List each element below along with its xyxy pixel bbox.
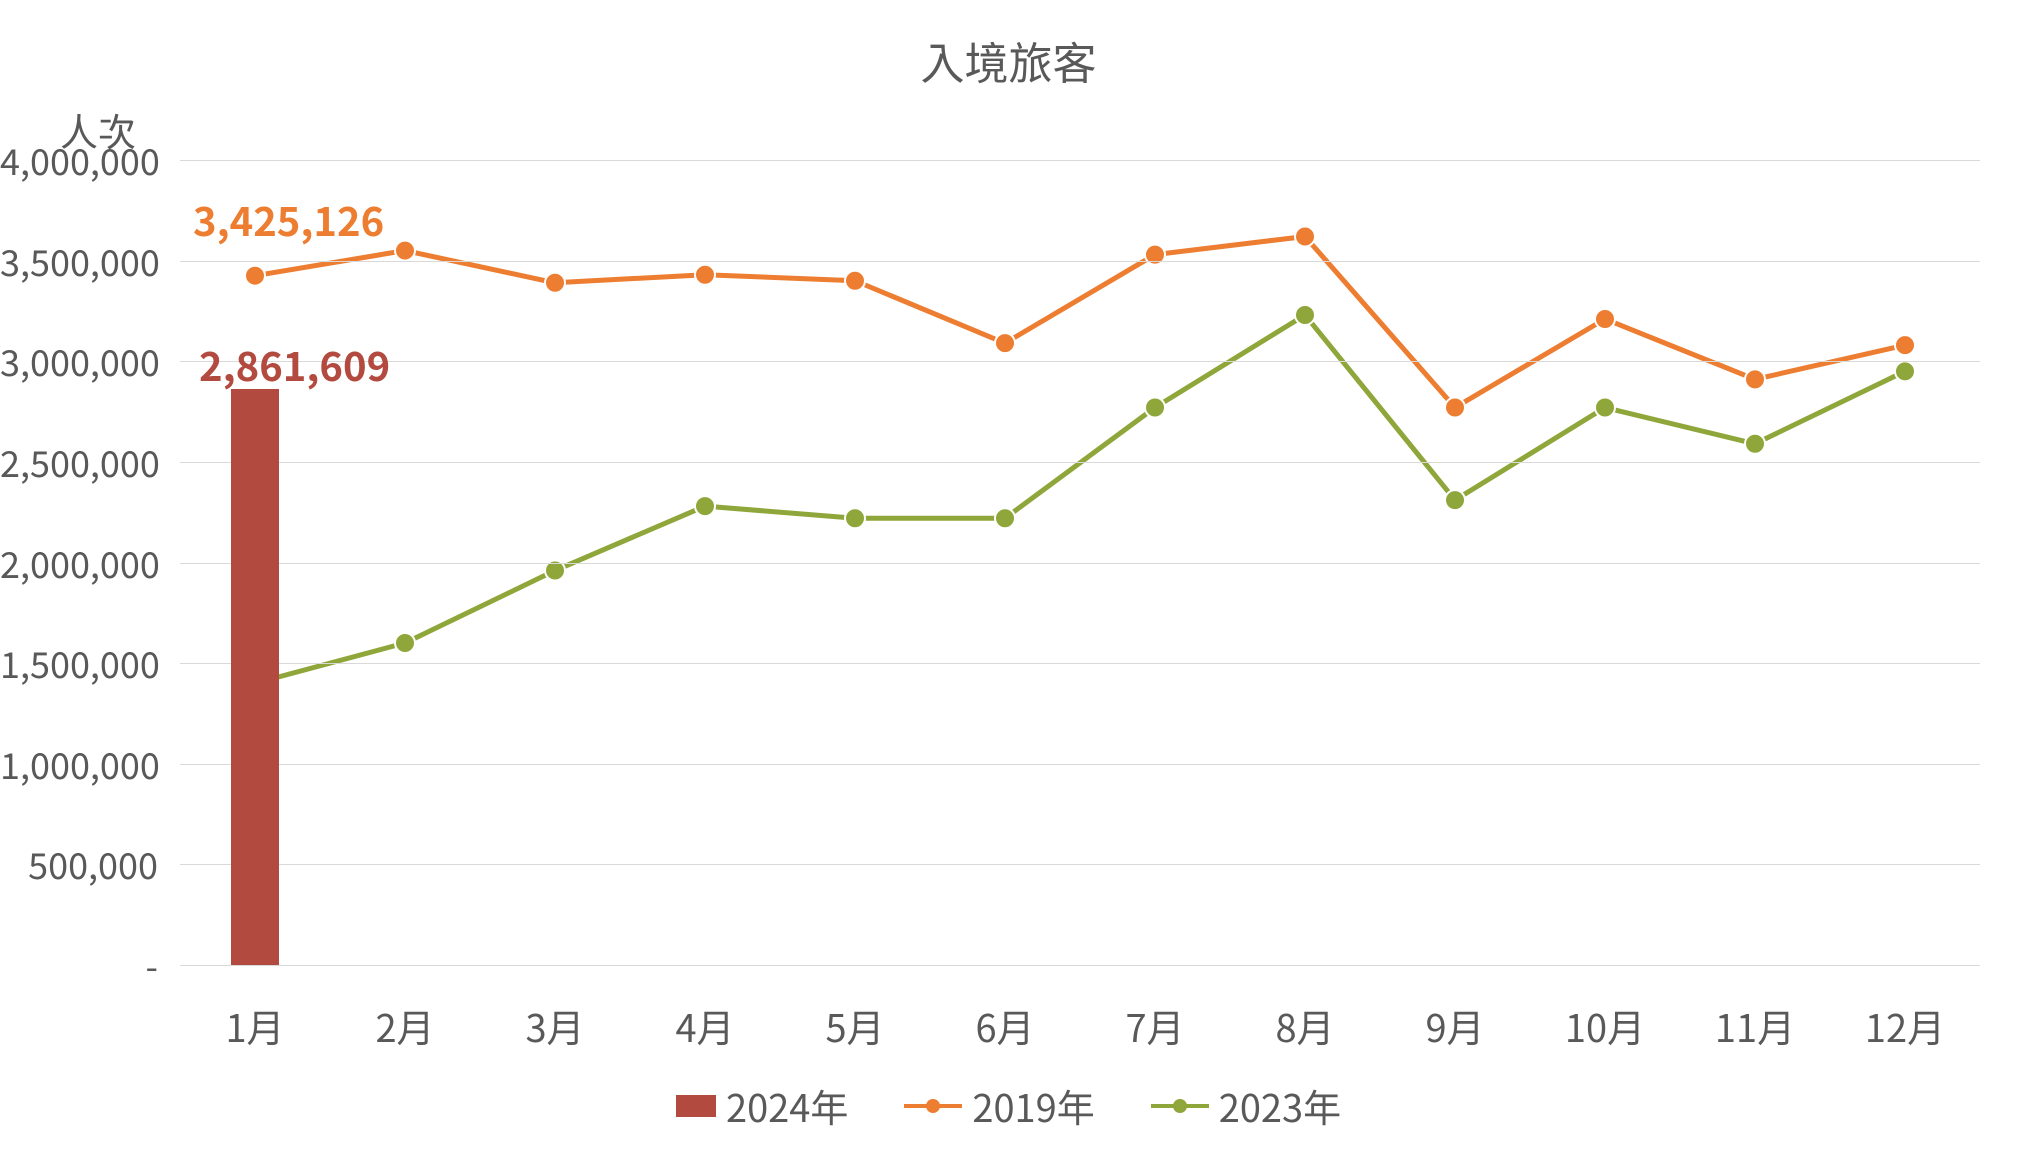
marker-2019	[995, 333, 1015, 353]
x-tick-label: 7月	[1125, 998, 1184, 1053]
legend-label: 2024年	[726, 1078, 848, 1133]
x-tick-label: 6月	[975, 998, 1034, 1053]
gridline	[180, 663, 1980, 664]
y-tick-label: 1,000,000	[0, 738, 158, 790]
marker-2019	[1595, 309, 1615, 329]
data-label-2024: 2,861,609	[199, 335, 390, 393]
x-tick-label: 4月	[675, 998, 734, 1053]
gridline	[180, 462, 1980, 463]
marker-2023	[1445, 490, 1465, 510]
x-tick-label: 9月	[1425, 998, 1484, 1053]
bar-2024	[231, 389, 279, 965]
marker-2019	[245, 266, 265, 286]
gridline	[180, 563, 1980, 564]
y-tick-label: 3,500,000	[0, 235, 158, 287]
y-tick-label: 4,000,000	[0, 134, 158, 186]
marker-2023	[1895, 361, 1915, 381]
x-tick-label: 2月	[375, 998, 434, 1053]
legend-swatch-icon	[676, 1095, 716, 1117]
marker-2019	[695, 265, 715, 285]
legend-item: 2023年	[1151, 1078, 1341, 1133]
x-tick-label: 5月	[825, 998, 884, 1053]
x-tick-label: 8月	[1275, 998, 1334, 1053]
gridline	[180, 160, 1980, 161]
marker-2023	[1295, 305, 1315, 325]
gridline	[180, 361, 1980, 362]
legend-item: 2019年	[904, 1078, 1094, 1133]
y-tick-label: 3,000,000	[0, 335, 158, 387]
y-tick-label: 1,500,000	[0, 637, 158, 689]
gridline	[180, 965, 1980, 966]
line-2023	[255, 315, 1905, 683]
marker-2019	[1745, 369, 1765, 389]
y-tick-label: 500,000	[0, 838, 158, 890]
marker-2019	[545, 273, 565, 293]
marker-2023	[845, 508, 865, 528]
x-tick-label: 11月	[1715, 998, 1795, 1053]
chart-container: 入境旅客 人次 2,861,6093,425,126 -500,0001,000…	[0, 0, 2017, 1173]
x-tick-label: 12月	[1865, 998, 1945, 1053]
marker-2023	[995, 508, 1015, 528]
legend-item: 2024年	[676, 1078, 848, 1133]
data-label-2019: 3,425,126	[193, 190, 384, 248]
chart-title: 入境旅客	[0, 28, 2017, 92]
marker-2019	[1445, 398, 1465, 418]
legend-swatch-icon	[904, 1095, 962, 1117]
legend-label: 2023年	[1219, 1078, 1341, 1133]
y-tick-label: 2,000,000	[0, 537, 158, 589]
x-tick-label: 10月	[1565, 998, 1645, 1053]
marker-2023	[695, 496, 715, 516]
marker-2023	[1595, 398, 1615, 418]
x-tick-label: 1月	[225, 998, 284, 1053]
marker-2023	[395, 633, 415, 653]
marker-2019	[845, 271, 865, 291]
gridline	[180, 864, 1980, 865]
marker-2019	[395, 241, 415, 261]
marker-2023	[1145, 398, 1165, 418]
marker-2023	[1745, 434, 1765, 454]
legend: 2024年 2019年 2023年	[676, 1078, 1341, 1133]
gridline	[180, 764, 1980, 765]
legend-swatch-icon	[1151, 1095, 1209, 1117]
y-tick-label: -	[0, 939, 158, 991]
line-2019	[255, 236, 1905, 407]
legend-label: 2019年	[972, 1078, 1094, 1133]
marker-2019	[1895, 335, 1915, 355]
plot-area: 2,861,609 3,425,126	[180, 160, 1980, 965]
gridline	[180, 261, 1980, 262]
marker-2019	[1295, 226, 1315, 246]
marker-2023	[545, 561, 565, 581]
y-tick-label: 2,500,000	[0, 436, 158, 488]
x-tick-label: 3月	[525, 998, 584, 1053]
